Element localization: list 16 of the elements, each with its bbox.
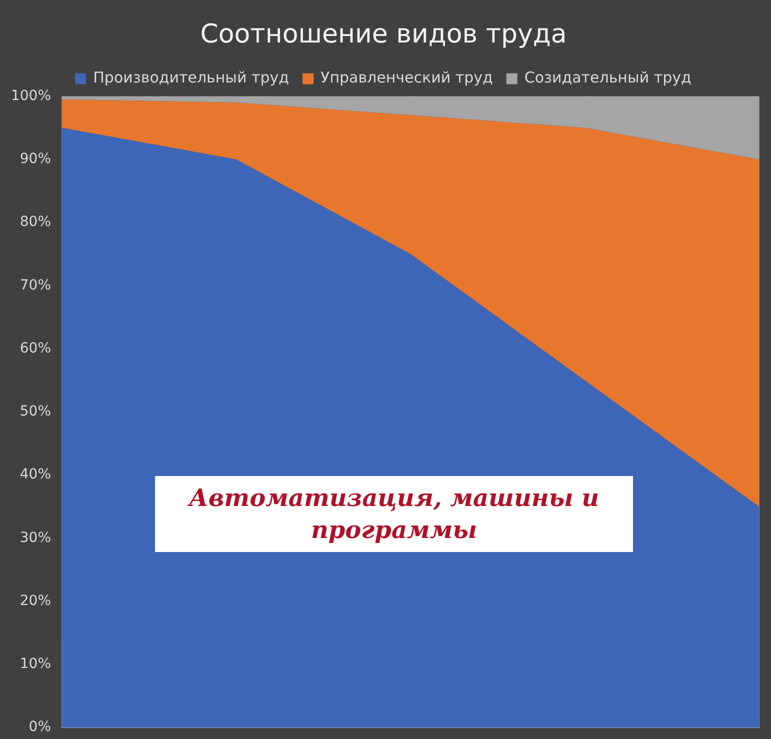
legend-label: Производительный труд (93, 68, 290, 87)
y-tick-label: 0% (28, 719, 52, 736)
y-tick-label: 20% (20, 592, 52, 609)
y-tick-label: 60% (20, 340, 52, 356)
y-tick-label: 40% (20, 466, 52, 483)
legend-label: Управленческий труд (320, 68, 493, 87)
y-tick-label: 80% (20, 214, 52, 230)
legend-label: Созидательный труд (524, 68, 692, 87)
y-tick-label: 70% (20, 277, 52, 294)
y-tick-label: 90% (20, 150, 52, 167)
y-tick-label: 10% (20, 656, 52, 672)
y-tick-label: 50% (20, 404, 52, 420)
y-tick-label: 100% (10, 88, 52, 104)
annotation: Автоматизация, машины и программы (155, 476, 633, 552)
chart-title: Соотношение видов труда (200, 19, 567, 50)
y-tick-label: 30% (20, 530, 52, 546)
